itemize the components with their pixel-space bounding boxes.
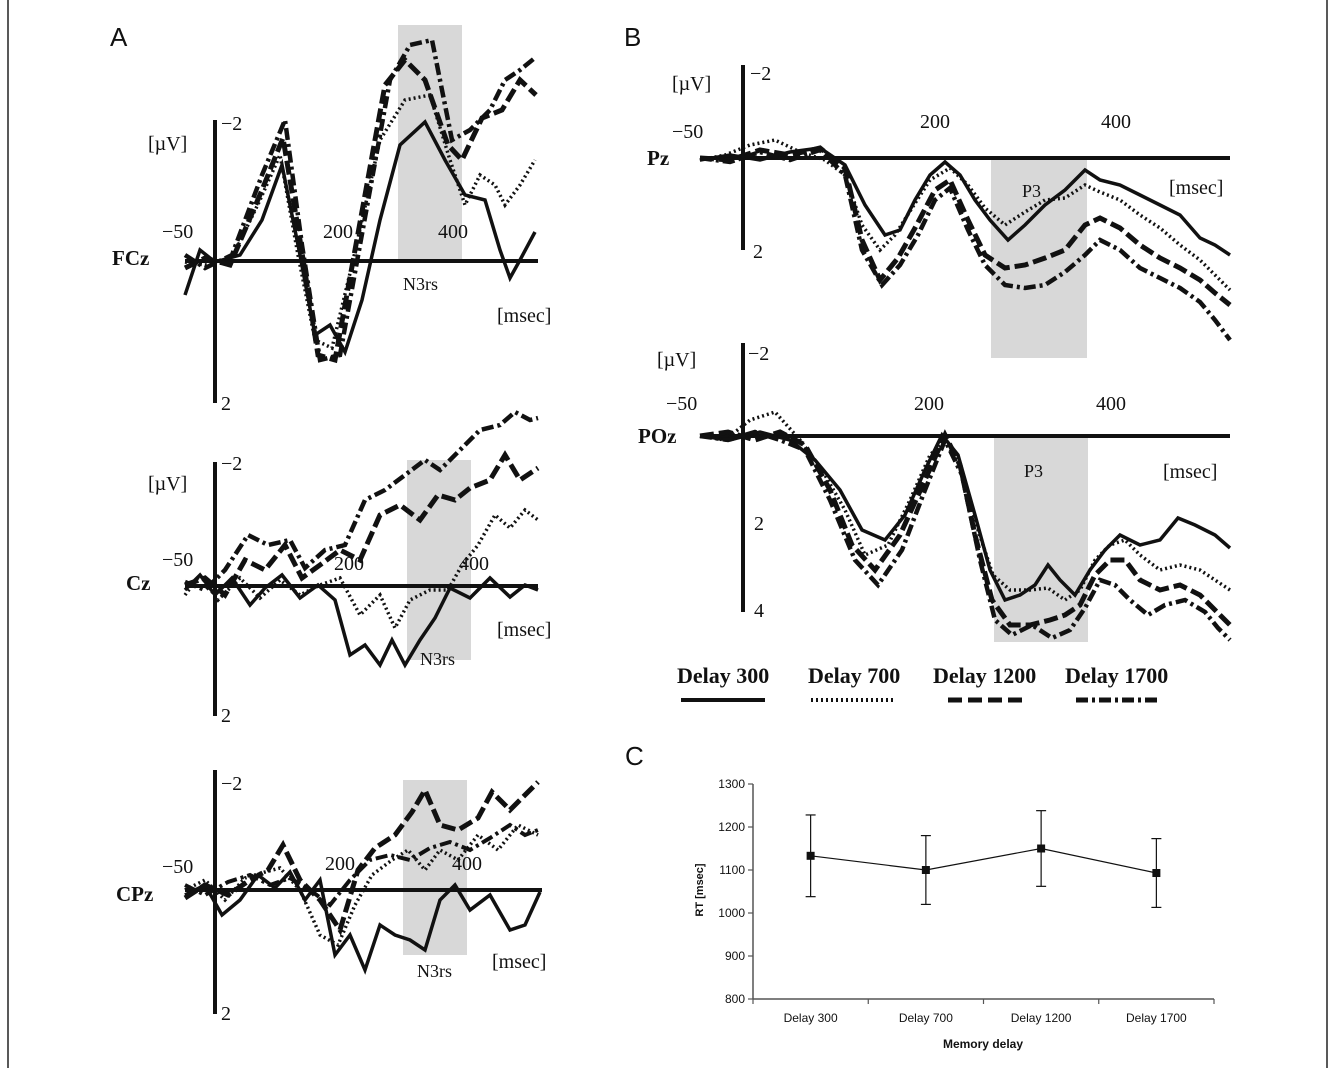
msec-unit-poz: [msec] (1163, 461, 1217, 483)
tick-pos2-poz: 2 (754, 513, 764, 535)
series-delay-700-cz (183, 507, 540, 632)
series-delay-300-pz (699, 146, 1231, 257)
rt-data-point (806, 851, 815, 860)
tick-400-fcz: 400 (438, 221, 468, 243)
msec-unit-fcz: [msec] (497, 305, 551, 327)
tick-400-poz: 400 (1096, 393, 1126, 415)
series-delay-1200-pz (699, 145, 1232, 307)
series-delay-1700-fcz (183, 37, 538, 363)
rt-series-line (810, 847, 1157, 874)
erp-plot-poz: [µV] −2 2 4 −50 200 400 POz P3 [msec] (638, 343, 1232, 642)
panel-letter-a: A (110, 22, 128, 52)
tick-pos2-fcz: 2 (221, 393, 231, 415)
tick-200-cz: 200 (334, 553, 364, 575)
series-delay-300-cpz (184, 869, 542, 975)
rt-y-tick-label: 1100 (719, 863, 745, 877)
tick-400-cz: 400 (459, 553, 489, 575)
uv-unit-pz: [µV] (672, 73, 711, 95)
panel-letter-c: C (625, 741, 644, 771)
msec-unit-pz: [msec] (1169, 177, 1223, 199)
tick-200-poz: 200 (914, 393, 944, 415)
channel-label-poz: POz (638, 424, 676, 448)
legend: Delay 300 Delay 700 Delay 1200 Delay 170… (677, 663, 1168, 703)
rt-x-tick-label: Delay 1700 (1126, 1011, 1187, 1025)
tick-minus50-cpz: −50 (162, 856, 193, 878)
tick-minus2-cz: −2 (221, 453, 242, 475)
series-delay-1200-fcz (183, 56, 538, 364)
series-delay-1700-pz (699, 147, 1232, 342)
series-delay-700-poz (699, 409, 1231, 603)
series-delay-300-poz (699, 430, 1232, 603)
rt-y-tick-label: 1300 (718, 777, 745, 791)
tick-pos2-cz: 2 (221, 705, 231, 727)
legend-label-delay-1200: Delay 1200 (933, 663, 1036, 688)
series-delay-1200-cpz (183, 780, 540, 936)
channel-label-pz: Pz (647, 146, 669, 170)
channel-label-fcz: FCz (112, 246, 149, 270)
panel-letter-b: B (624, 22, 641, 52)
tick-minus50-pz: −50 (672, 121, 703, 143)
channel-label-cpz: CPz (116, 882, 153, 906)
tick-minus50-cz: −50 (162, 549, 193, 571)
n3rs-label-cpz: N3rs (417, 961, 452, 981)
n3rs-label-fcz: N3rs (403, 274, 438, 294)
tick-minus50-poz: −50 (666, 393, 697, 415)
rt-x-tick-label: Delay 300 (784, 1011, 838, 1025)
legend-label-delay-300: Delay 300 (677, 663, 769, 688)
p3-label-pz: P3 (1022, 181, 1041, 201)
uv-unit-cz: [µV] (148, 473, 187, 495)
legend-label-delay-1700: Delay 1700 (1065, 663, 1168, 688)
msec-unit-cz: [msec] (497, 619, 551, 641)
rt-x-tick-label: Delay 1200 (1011, 1011, 1072, 1025)
tick-minus2-cpz: −2 (221, 773, 242, 795)
series-delay-1200-cz (184, 450, 540, 599)
series-delay-700-pz (699, 138, 1232, 292)
p3-label-poz: P3 (1024, 461, 1043, 481)
series-delay-700-cpz (184, 822, 539, 948)
channel-label-cz: Cz (126, 571, 151, 595)
tick-minus2-pz: −2 (750, 63, 771, 85)
rt-chart: RT [msec] Memory delay 800 900 1000 1100 120… (694, 777, 1215, 1051)
series-delay-1200-poz (699, 429, 1232, 628)
rt-data-point (1037, 844, 1046, 853)
tick-200-cpz: 200 (325, 853, 355, 875)
rt-y-tick-label: 900 (725, 949, 745, 963)
erp-plot-pz: [µV] −2 2 −50 200 400 Pz P3 [msec] (647, 63, 1232, 358)
rt-x-tick-label: Delay 700 (899, 1011, 953, 1025)
erp-plot-fcz: [µV] −2 2 −50 200 400 FCz N3rs [msec] (112, 25, 551, 415)
tick-minus2-fcz: −2 (221, 113, 242, 135)
tick-200-fcz: 200 (323, 221, 353, 243)
n3rs-label-cz: N3rs (420, 649, 455, 669)
uv-unit-poz: [µV] (657, 349, 696, 371)
tick-pos4-poz: 4 (754, 600, 764, 622)
legend-label-delay-700: Delay 700 (808, 663, 900, 688)
rt-x-axis-label: Memory delay (943, 1037, 1023, 1051)
series-delay-1700-cpz (184, 822, 539, 908)
series-delay-300-fcz (183, 119, 537, 357)
uv-unit-fcz: [µV] (148, 133, 187, 155)
erp-plot-cpz: −2 2 −50 200 400 CPz N3rs [msec] (116, 770, 546, 1025)
tick-pos2-pz: 2 (753, 241, 763, 263)
msec-unit-cpz: [msec] (492, 951, 546, 973)
tick-200-pz: 200 (920, 111, 950, 133)
rt-y-tick-label: 1000 (718, 906, 745, 920)
erp-plot-cz: [µV] −2 2 −50 200 400 Cz N3rs [msec] (126, 409, 551, 727)
tick-minus50-fcz: −50 (162, 221, 193, 243)
rt-data-point (921, 866, 930, 874)
tick-400-cpz: 400 (452, 853, 482, 875)
tick-pos2-cpz: 2 (221, 1003, 231, 1025)
tick-minus2-poz: −2 (748, 343, 769, 365)
n3rs-window-fcz (398, 25, 462, 261)
rt-y-axis-label: RT [msec] (694, 863, 706, 917)
tick-400-pz: 400 (1101, 111, 1131, 133)
series-delay-1700-cz (184, 409, 539, 593)
rt-y-tick-label: 1200 (718, 820, 745, 834)
rt-data-point (1152, 869, 1161, 878)
rt-y-tick-label: 800 (725, 992, 745, 1006)
series-delay-300-cz (183, 572, 539, 669)
series-delay-1700-poz (699, 429, 1232, 642)
